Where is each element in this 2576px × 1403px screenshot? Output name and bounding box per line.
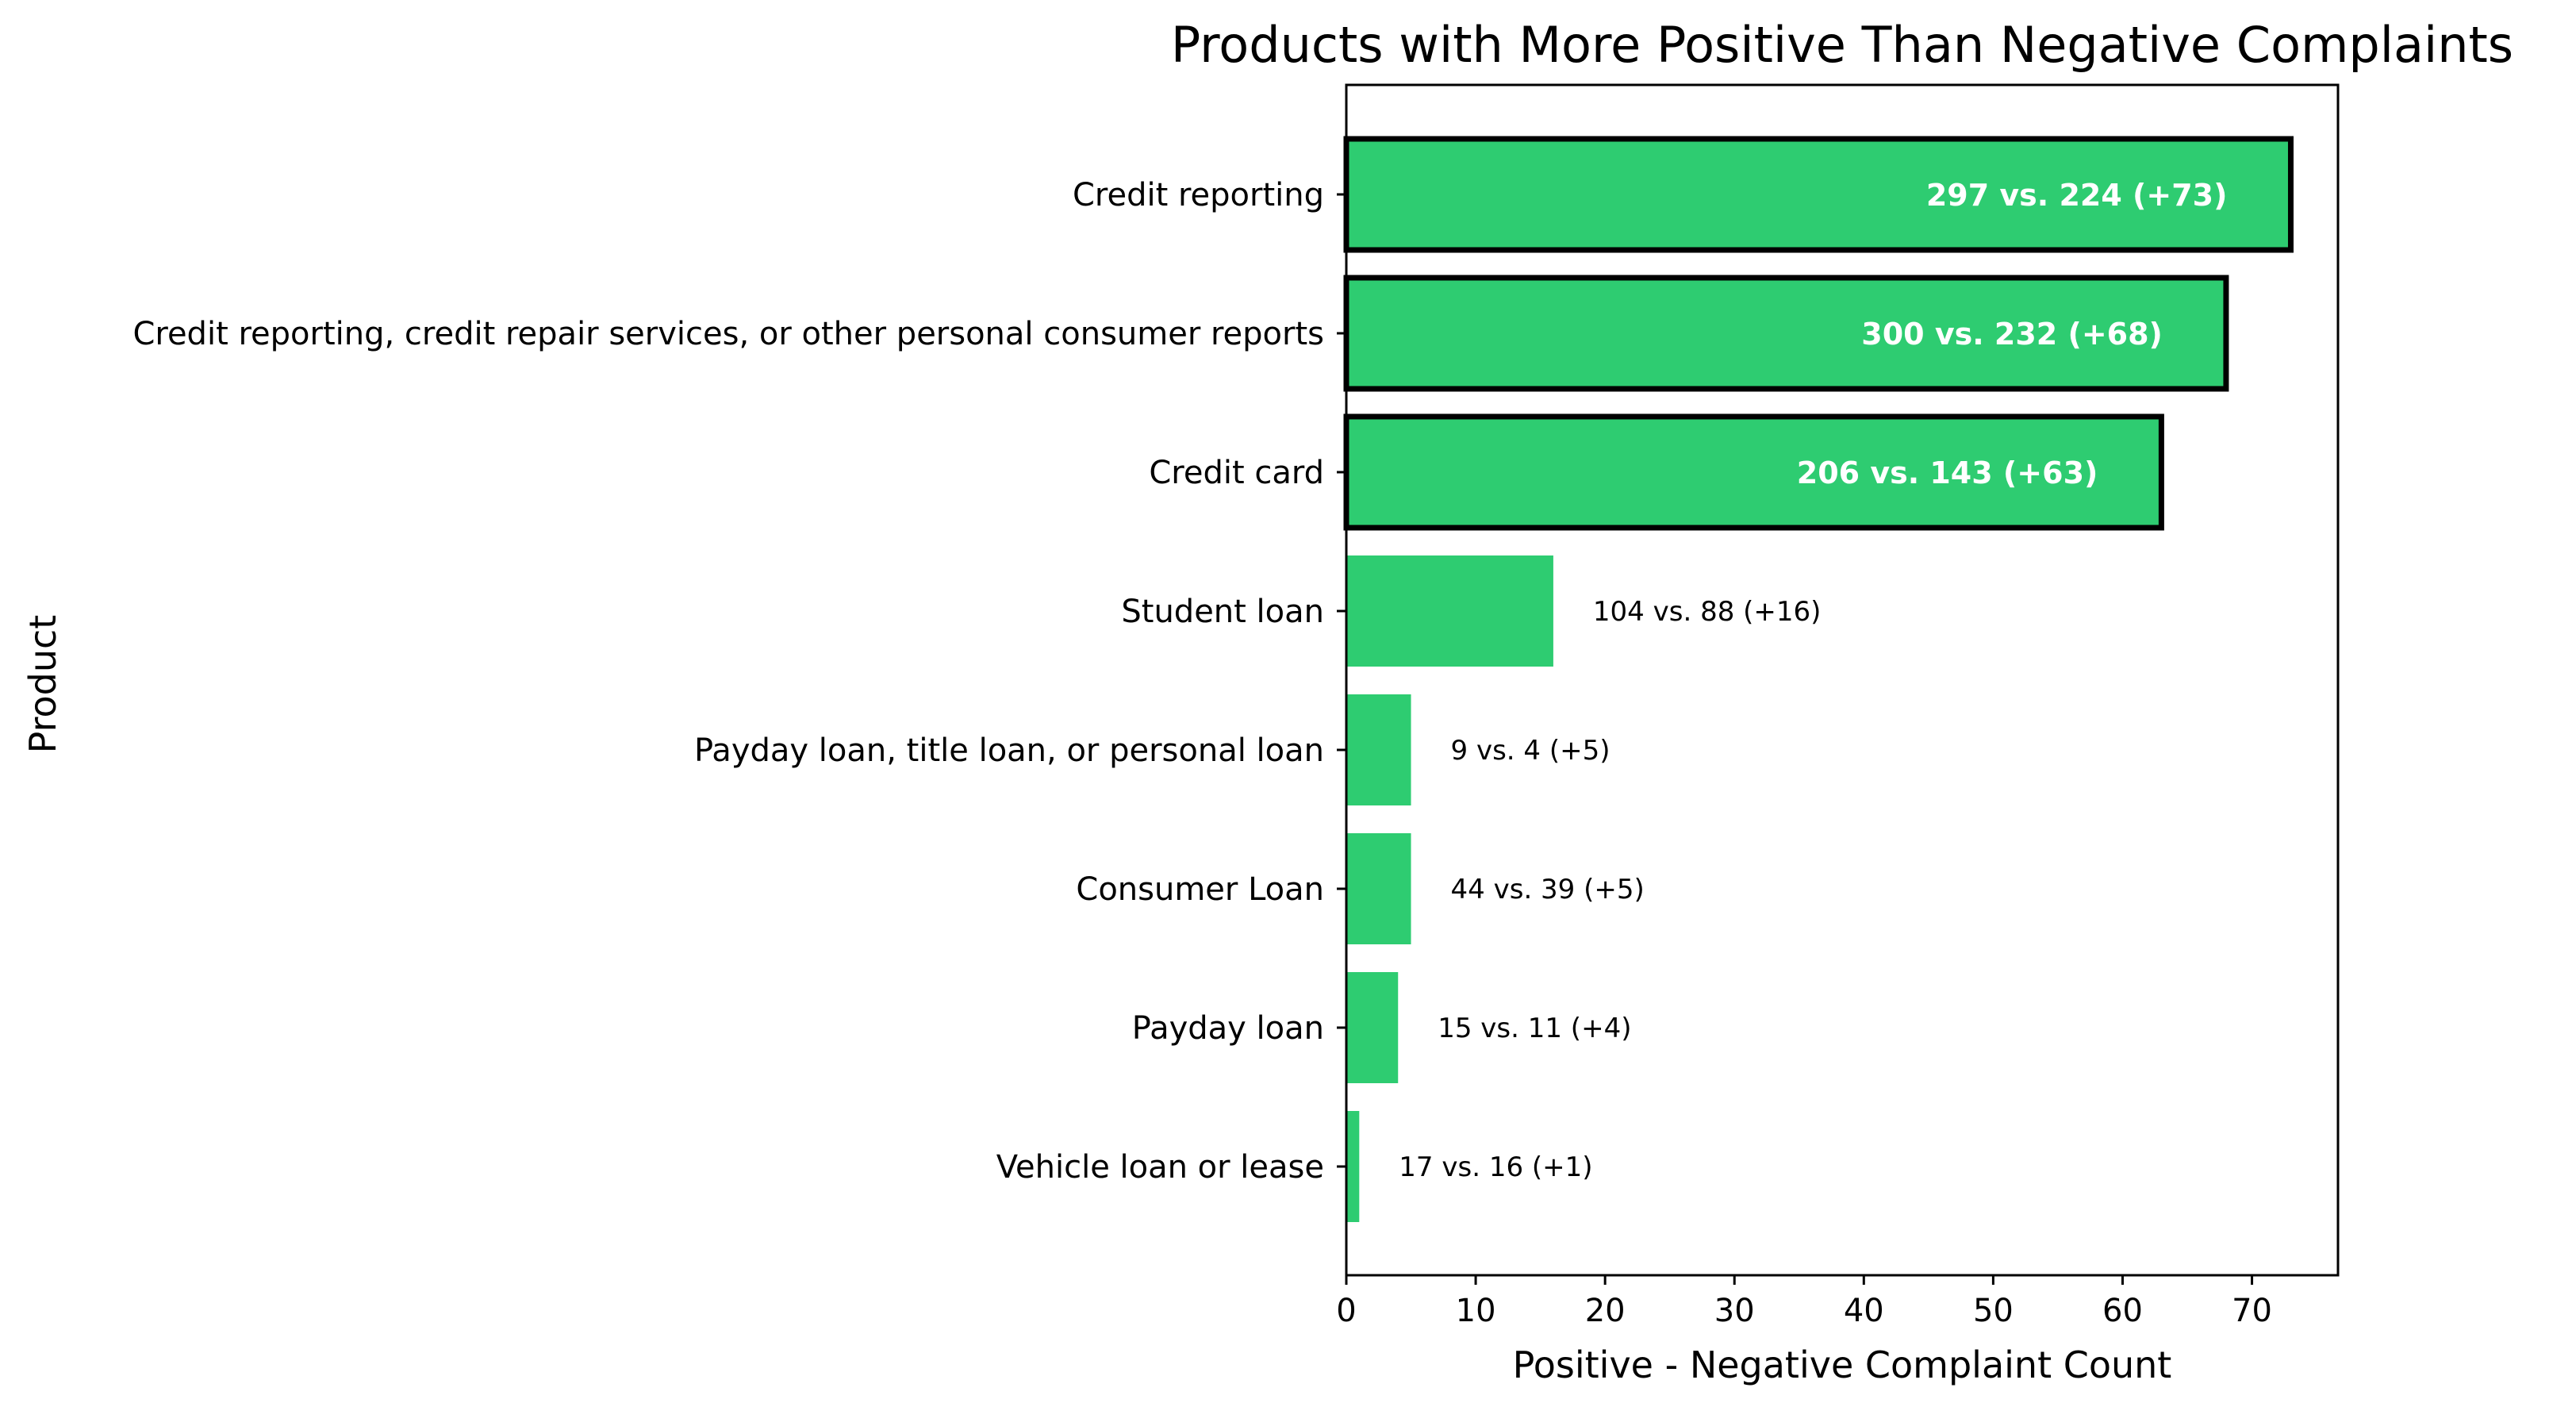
y-tick-label: Student loan xyxy=(1121,594,1324,630)
y-tick-label: Vehicle loan or lease xyxy=(996,1149,1324,1186)
y-tick-label: Credit reporting xyxy=(1073,177,1324,213)
x-tick-label: 40 xyxy=(1844,1293,1884,1329)
x-tick-label: 60 xyxy=(2102,1293,2143,1329)
y-axis: Credit reporting Credit reporting, credit… xyxy=(132,177,1346,1186)
bar xyxy=(1343,136,2294,253)
x-axis: 0 10 20 30 40 50 60 70 xyxy=(1336,1275,2272,1329)
x-tick-label: 20 xyxy=(1585,1293,1626,1329)
x-tick-label: 30 xyxy=(1714,1293,1755,1329)
bar xyxy=(1343,413,2164,531)
y-tick-label: Credit reporting, credit repair services… xyxy=(132,316,1324,352)
data-label: 206 vs. 143 (+63) xyxy=(1797,455,2098,490)
bar xyxy=(1346,1111,1360,1222)
bar xyxy=(1346,694,1411,805)
data-label: 9 vs. 4 (+5) xyxy=(1451,735,1610,767)
data-label: 104 vs. 88 (+16) xyxy=(1593,596,1822,628)
data-label: 17 vs. 16 (+1) xyxy=(1399,1151,1592,1183)
data-labels: 297 vs. 224 (+73) 300 vs. 232 (+68) 206 vs… xyxy=(1399,178,2227,1183)
data-label: 300 vs. 232 (+68) xyxy=(1861,317,2163,352)
bar xyxy=(1346,555,1553,667)
chart-title: Products with More Positive Than Negativ… xyxy=(1171,16,2513,74)
y-tick-label: Payday loan, title loan, or personal loa… xyxy=(694,732,1324,769)
bars xyxy=(1343,136,2294,1222)
x-tick-label: 0 xyxy=(1336,1293,1356,1329)
plot-frame xyxy=(1345,83,2340,1277)
y-axis-label: Product xyxy=(21,615,64,754)
y-tick-label: Credit card xyxy=(1149,455,1324,491)
x-tick-label: 50 xyxy=(1973,1293,2014,1329)
data-label: 297 vs. 224 (+73) xyxy=(1926,178,2228,213)
y-tick-label: Payday loan xyxy=(1132,1010,1324,1047)
x-tick-label: 70 xyxy=(2232,1293,2272,1329)
y-tick-label: Consumer Loan xyxy=(1076,871,1324,908)
x-axis-label: Positive - Negative Complaint Count xyxy=(1513,1343,2172,1386)
data-label: 44 vs. 39 (+5) xyxy=(1451,874,1645,905)
bar xyxy=(1346,972,1399,1083)
x-tick-label: 10 xyxy=(1456,1293,1496,1329)
data-label: 15 vs. 11 (+4) xyxy=(1438,1013,1631,1044)
bar xyxy=(1346,833,1411,944)
bar xyxy=(1343,275,2229,392)
